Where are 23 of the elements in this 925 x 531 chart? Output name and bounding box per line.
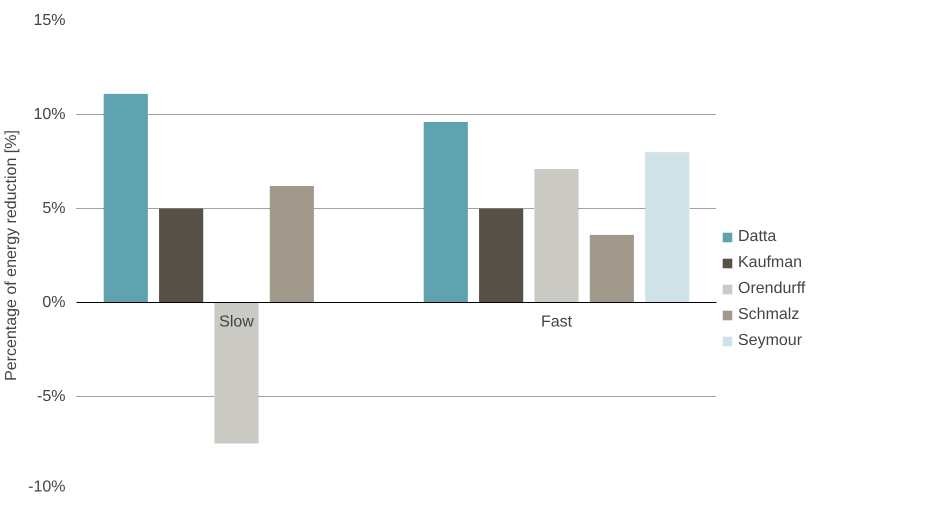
y-tick-label: 5% [42, 200, 66, 217]
y-tick-label: -10% [28, 478, 66, 496]
legend-label: Seymour [738, 332, 802, 350]
y-tick-label: -5% [37, 388, 66, 405]
bar [479, 208, 524, 302]
y-tick-label: 0% [42, 294, 66, 311]
bar [645, 152, 690, 302]
y-tick-label: 15% [33, 12, 66, 29]
bar [270, 186, 314, 302]
legend-label: Orendurff [738, 280, 806, 298]
bar [104, 94, 148, 302]
x-tick-label: Fast [540, 314, 573, 330]
y-axis-title: Percentage of energy reduction [%] [3, 130, 20, 381]
x-tick-label: Slow [219, 314, 254, 330]
legend-label: Datta [738, 228, 776, 246]
bar [424, 122, 468, 302]
bar [214, 302, 259, 444]
bar [534, 169, 579, 302]
bar [159, 208, 204, 302]
y-tick-label: 10% [33, 106, 66, 123]
legend-label: Schmalz [738, 306, 800, 324]
bar [590, 234, 634, 302]
legend-label: Kaufman [738, 254, 802, 272]
